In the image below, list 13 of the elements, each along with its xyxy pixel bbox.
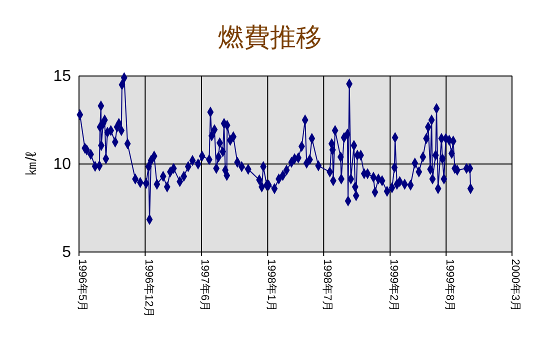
x-tick-label: 1996年5月 [76, 259, 88, 312]
y-tick-label: 15 [53, 68, 72, 86]
x-tick-label: 1999年2月 [387, 259, 400, 312]
x-tick-label: 1999年8月 [443, 259, 456, 312]
x-tick-label: 1998年7月 [320, 259, 333, 312]
chart-title: 燃費推移 [218, 22, 322, 52]
y-tick-label: 5 [62, 244, 72, 262]
x-tick-label: 2000年3月 [509, 259, 522, 312]
x-tick-label: 1998年1月 [264, 259, 277, 312]
y-tick-label: 10 [53, 156, 72, 174]
x-tick-label: 1997年6月 [198, 259, 211, 312]
x-tick-label: 1996年12月 [142, 259, 154, 318]
y-axis-title: ㎞/ℓ [23, 152, 40, 176]
